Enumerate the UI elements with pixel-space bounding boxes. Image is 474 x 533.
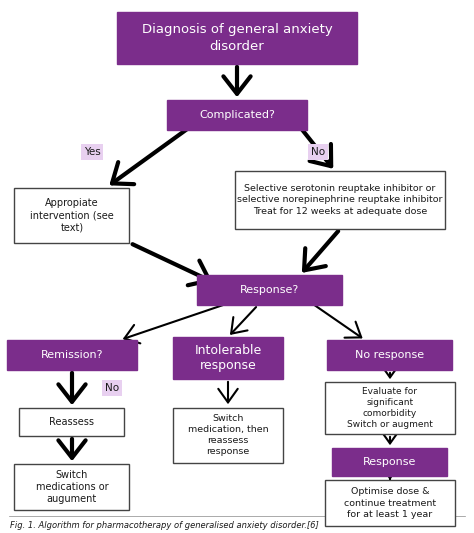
FancyBboxPatch shape (173, 408, 283, 463)
Text: No response: No response (356, 350, 425, 360)
Text: No: No (311, 147, 325, 157)
Text: Response: Response (363, 457, 417, 467)
Text: Yes: Yes (83, 147, 100, 157)
FancyBboxPatch shape (332, 448, 447, 476)
Text: Remission?: Remission? (41, 350, 103, 360)
Text: Complicated?: Complicated? (199, 110, 275, 120)
FancyBboxPatch shape (15, 188, 129, 243)
FancyBboxPatch shape (167, 100, 307, 130)
FancyBboxPatch shape (15, 464, 129, 510)
FancyBboxPatch shape (19, 408, 125, 436)
Text: Intolerable
response: Intolerable response (194, 343, 262, 373)
Text: No: No (105, 383, 119, 393)
FancyBboxPatch shape (325, 382, 455, 434)
Text: Reassess: Reassess (49, 417, 94, 427)
Text: Optimise dose &
continue treatment
for at least 1 year: Optimise dose & continue treatment for a… (344, 487, 436, 519)
Text: Switch
medication, then
reassess
response: Switch medication, then reassess respons… (188, 414, 268, 456)
Text: Evaluate for
significant
comorbidity
Switch or augment: Evaluate for significant comorbidity Swi… (347, 387, 433, 429)
FancyBboxPatch shape (325, 480, 455, 526)
Text: Appropiate
intervention (see
text): Appropiate intervention (see text) (30, 198, 114, 232)
Text: Response?: Response? (240, 285, 300, 295)
Text: Selective serotonin reuptake inhibitor or
selective norepinephrine reuptake inhi: Selective serotonin reuptake inhibitor o… (237, 184, 443, 216)
FancyBboxPatch shape (7, 340, 137, 370)
FancyBboxPatch shape (173, 337, 283, 379)
FancyBboxPatch shape (117, 12, 357, 64)
Text: Switch
medications or
augument: Switch medications or augument (36, 470, 109, 504)
FancyBboxPatch shape (198, 275, 343, 305)
FancyBboxPatch shape (328, 340, 453, 370)
Text: Diagnosis of general anxiety
disorder: Diagnosis of general anxiety disorder (142, 23, 332, 52)
FancyBboxPatch shape (235, 171, 445, 229)
Text: Fig. 1. Algorithm for pharmacotherapy of generalised anxiety disorder.[6]: Fig. 1. Algorithm for pharmacotherapy of… (10, 521, 319, 529)
